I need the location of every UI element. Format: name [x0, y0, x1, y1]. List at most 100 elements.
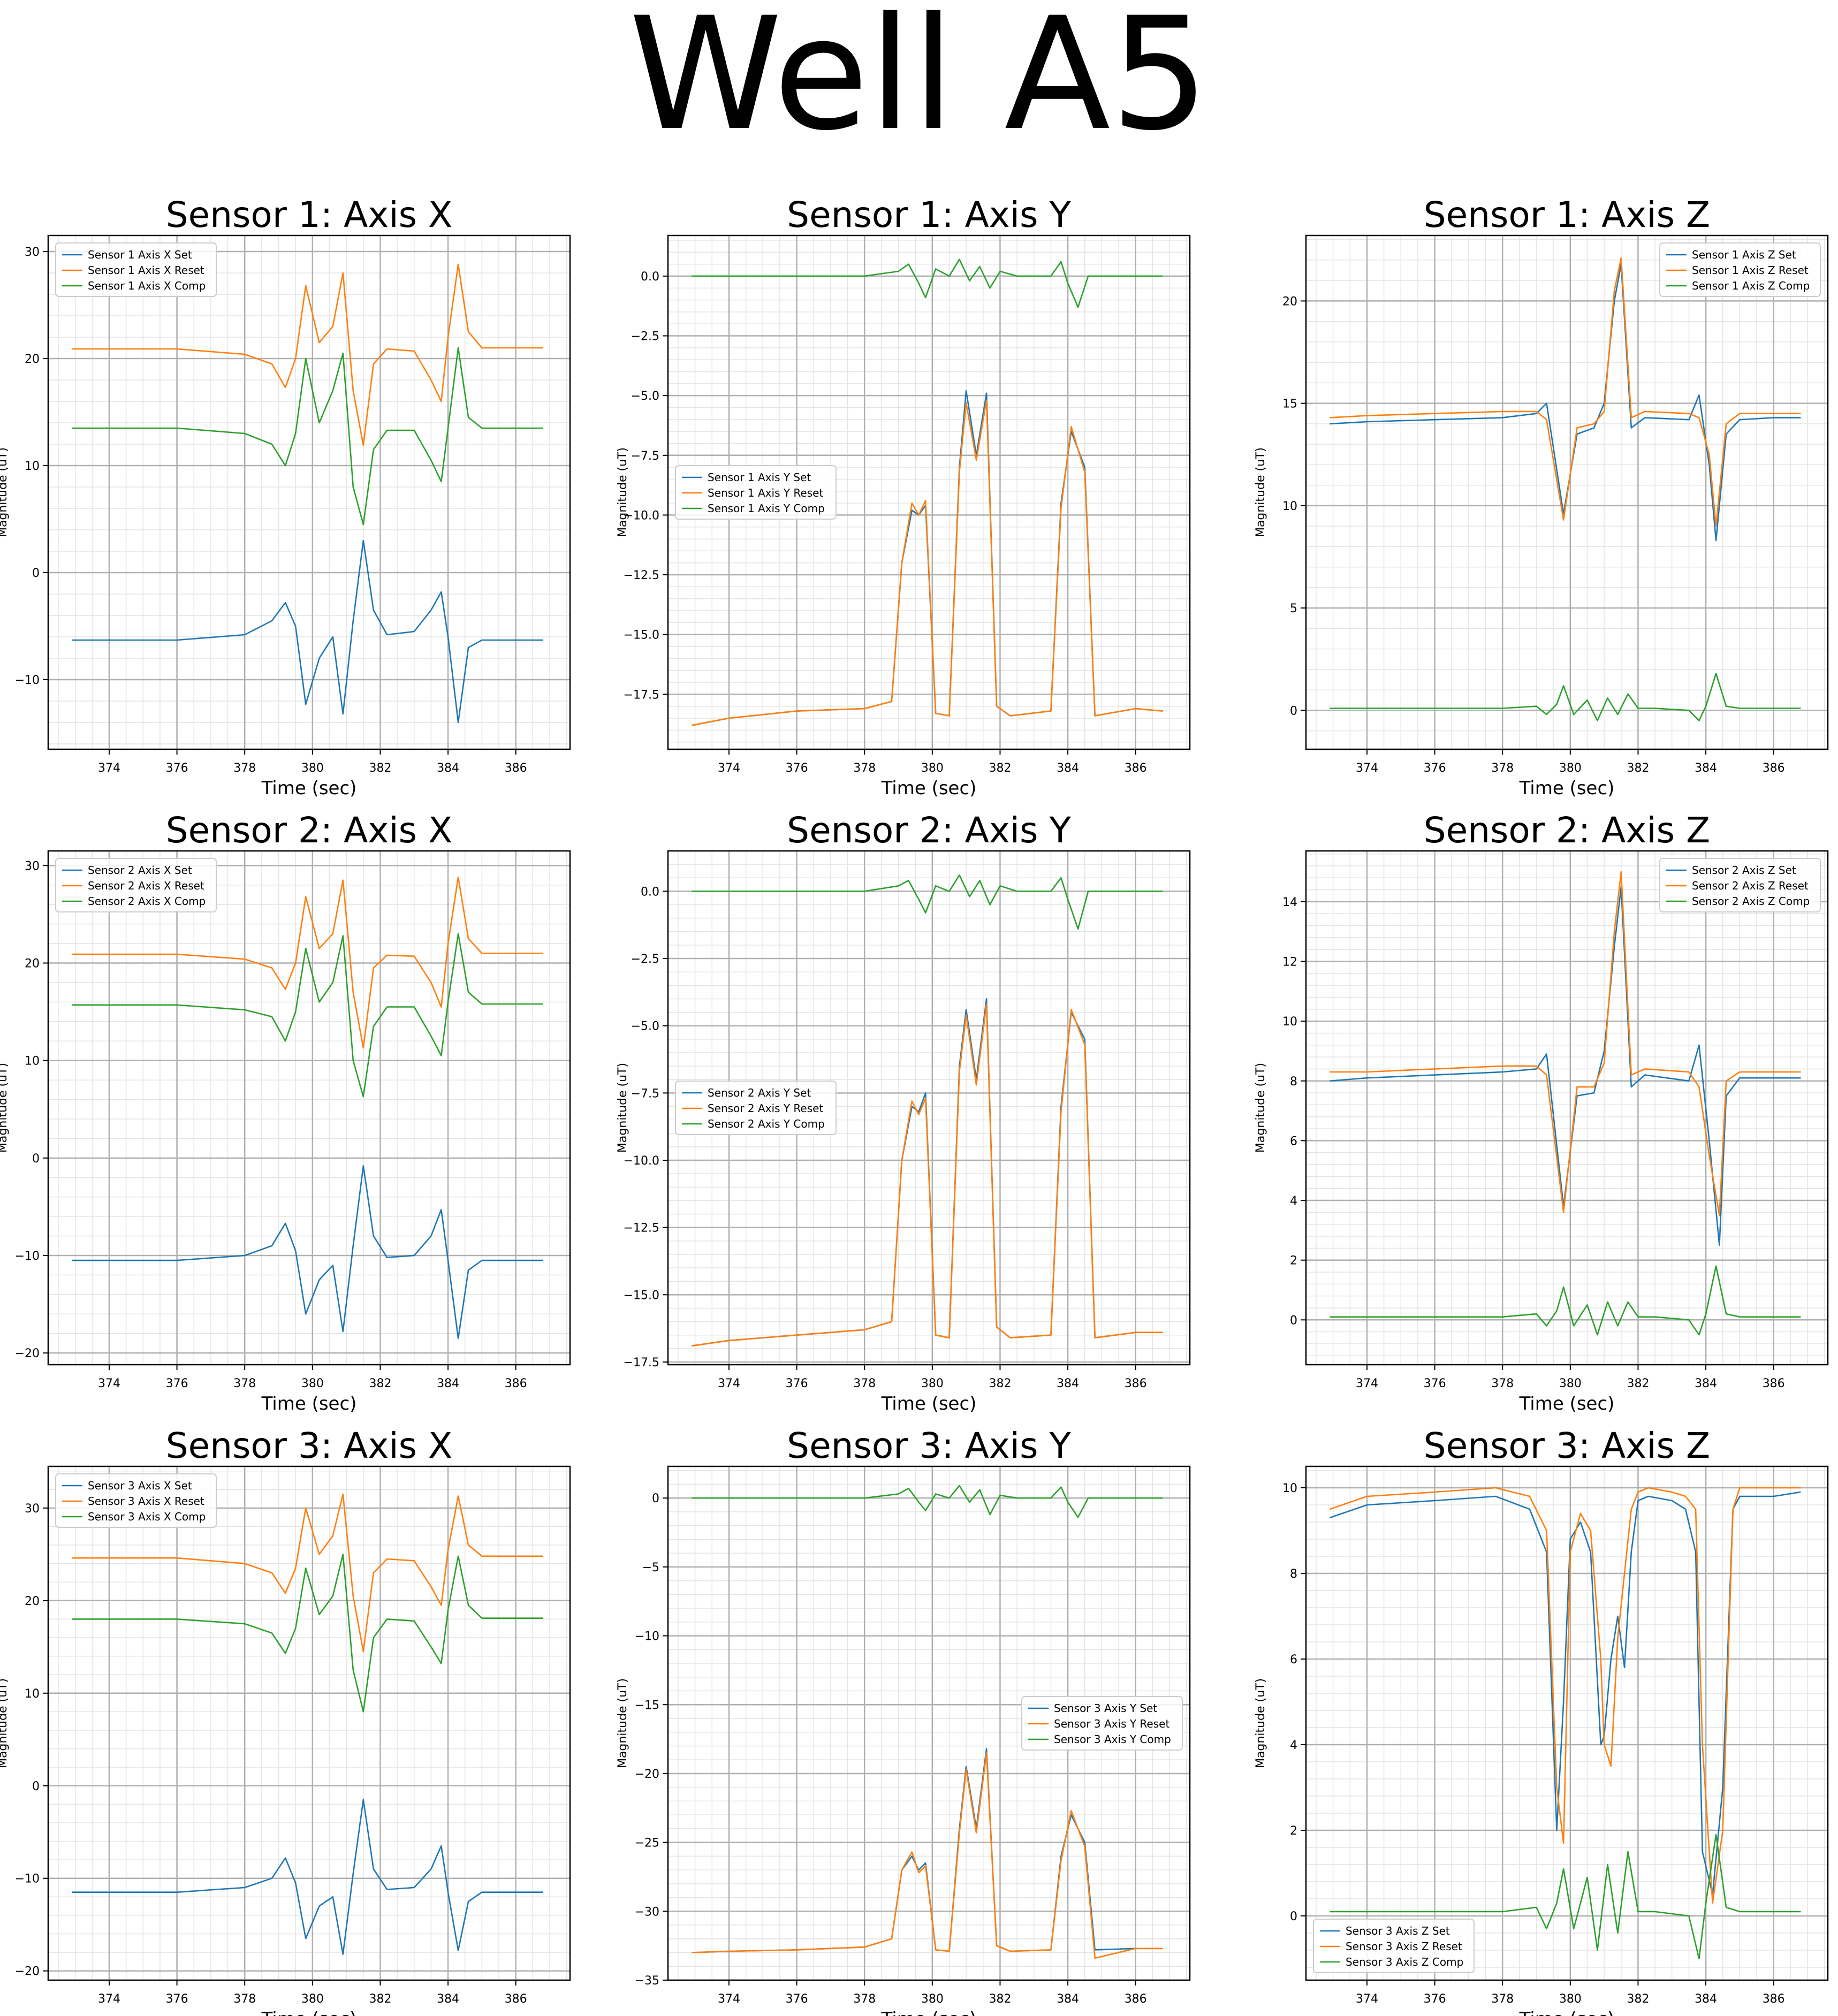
y-tick-label: 4	[1290, 1195, 1297, 1208]
plot-frame	[1305, 1465, 1829, 1981]
y-tick-label: 8	[1290, 1568, 1297, 1581]
y-tick-label: 6	[1290, 1653, 1297, 1667]
y-tick-label: −5.0	[631, 390, 659, 403]
series-line-reset	[72, 876, 543, 1049]
y-axis-label: Magnitude (uT)	[616, 1063, 629, 1153]
y-tick-label: 4	[1290, 1739, 1297, 1752]
series-line-set	[72, 539, 543, 724]
x-tick-label: 378	[233, 762, 256, 775]
x-tick-label: 384	[1695, 762, 1717, 775]
series-line-comp	[1330, 1265, 1801, 1336]
y-tick-label: 2	[1290, 1824, 1297, 1838]
y-tick-label: 20	[25, 353, 40, 366]
legend-entry: Sensor 3 Axis Z Reset	[1346, 1940, 1462, 1953]
series-line-comp	[692, 1485, 1163, 1518]
plot-frame	[1305, 234, 1829, 750]
x-tick-label: 378	[853, 1377, 876, 1390]
legend: Sensor 2 Axis Z Set Sensor 2 Axis Z Reset…	[1659, 858, 1821, 912]
x-tick-label: 380	[1559, 1377, 1582, 1390]
plot-frame	[667, 234, 1191, 750]
y-tick-label: −2.5	[631, 953, 659, 966]
chart-title: Sensor 1: Axis Y	[787, 194, 1071, 235]
y-tick-label: −2.5	[631, 330, 659, 344]
x-tick-label: 382	[1627, 1377, 1649, 1390]
x-tick-label: 384	[1057, 1992, 1079, 2006]
x-tick-label: 382	[989, 1992, 1011, 2006]
y-tick-label: 0.0	[641, 270, 659, 284]
x-tick-label: 374	[718, 1377, 740, 1390]
chart-panel: 374 376 378 380 382 384 386 −10 0 10 20 30 Sensor 1:…	[0, 194, 571, 799]
legend-entry: Sensor 2 Axis Z Reset	[1692, 879, 1809, 892]
chart-title: Sensor 2: Axis X	[166, 810, 453, 851]
series-line-set	[72, 1165, 543, 1340]
x-tick-label: 382	[1627, 1992, 1649, 2006]
x-tick-label: 376	[1424, 1377, 1446, 1390]
x-tick-label: 374	[98, 1377, 120, 1390]
legend: Sensor 1 Axis X Set Sensor 1 Axis X Reset…	[55, 242, 217, 297]
series-line-set	[692, 390, 1163, 726]
series-line-set	[1329, 1491, 1801, 1896]
series-line-comp	[72, 1554, 543, 1713]
y-tick-label: −10	[635, 1630, 659, 1644]
x-tick-label: 376	[786, 762, 808, 775]
x-tick-label: 380	[921, 762, 944, 775]
y-tick-label: 10	[1282, 1015, 1297, 1029]
x-tick-label: 378	[233, 1377, 256, 1390]
chart-title: Sensor 2: Axis Z	[1424, 810, 1711, 851]
plot-frame	[667, 850, 1191, 1366]
y-tick-label: 0	[1290, 1910, 1297, 1923]
y-tick-label: −10	[15, 674, 40, 687]
legend-entry: Sensor 2 Axis Z Set	[1692, 864, 1796, 877]
legend-entry: Sensor 1 Axis Z Set	[1692, 248, 1796, 261]
x-tick-label: 386	[505, 1377, 527, 1390]
chart-title: Sensor 3: Axis Y	[787, 1425, 1071, 1466]
y-tick-label: −30	[635, 1905, 659, 1919]
y-tick-label: −5.0	[631, 1020, 659, 1033]
legend: Sensor 2 Axis X Set Sensor 2 Axis X Reset…	[55, 858, 217, 912]
x-tick-label: 378	[1491, 1992, 1514, 2006]
series-line-reset	[72, 263, 543, 446]
x-tick-label: 384	[1057, 762, 1079, 775]
x-tick-label: 386	[1763, 1992, 1785, 2006]
y-tick-label: −25	[635, 1837, 659, 1850]
x-tick-label: 386	[1125, 1377, 1147, 1390]
x-tick-label: 374	[718, 1992, 740, 2006]
x-tick-label: 386	[1763, 1377, 1785, 1390]
series-line-comp	[1330, 673, 1801, 721]
series-line-comp	[692, 874, 1163, 930]
x-tick-label: 380	[301, 762, 324, 775]
x-tick-label: 374	[98, 762, 120, 775]
legend-entry: Sensor 3 Axis X Comp	[88, 1510, 206, 1523]
y-tick-label: 20	[25, 957, 40, 970]
x-tick-label: 374	[1356, 1992, 1378, 2006]
y-tick-label: −17.5	[624, 688, 659, 702]
y-tick-label: 10	[25, 1055, 40, 1068]
y-tick-label: 0	[32, 1780, 40, 1793]
x-tick-label: 386	[1125, 1992, 1147, 2006]
x-tick-label: 382	[369, 762, 391, 775]
legend: Sensor 3 Axis Y Set Sensor 3 Axis Y Reset…	[1021, 1696, 1183, 1751]
y-tick-label: −10.0	[624, 1154, 659, 1168]
x-tick-label: 384	[1695, 1377, 1717, 1390]
x-axis-label: Time (sec)	[881, 1393, 977, 1414]
series-line-comp	[1330, 1834, 1801, 1960]
chart-title: Sensor 1: Axis X	[166, 194, 453, 235]
chart-title: Sensor 3: Axis Z	[1424, 1425, 1711, 1466]
x-tick-label: 386	[1125, 762, 1147, 775]
series-line-reset	[692, 1752, 1163, 1959]
y-tick-label: −20	[15, 1347, 40, 1360]
x-tick-label: 380	[921, 1992, 944, 2006]
series-line-comp	[72, 933, 543, 1098]
y-axis-label: Magnitude (uT)	[616, 447, 629, 537]
legend-entry: Sensor 1 Axis X Reset	[88, 264, 204, 277]
y-tick-label: 6	[1290, 1135, 1297, 1148]
y-tick-label: −17.5	[624, 1356, 659, 1370]
y-tick-label: 10	[1282, 500, 1297, 513]
x-tick-label: 378	[233, 1992, 256, 2006]
x-tick-label: 376	[166, 762, 188, 775]
x-tick-label: 382	[1627, 762, 1649, 775]
y-tick-label: 0	[32, 1152, 40, 1166]
y-axis-label: Magnitude (uT)	[0, 1063, 10, 1153]
series-line-comp	[692, 258, 1163, 308]
x-tick-label: 374	[1356, 762, 1378, 775]
